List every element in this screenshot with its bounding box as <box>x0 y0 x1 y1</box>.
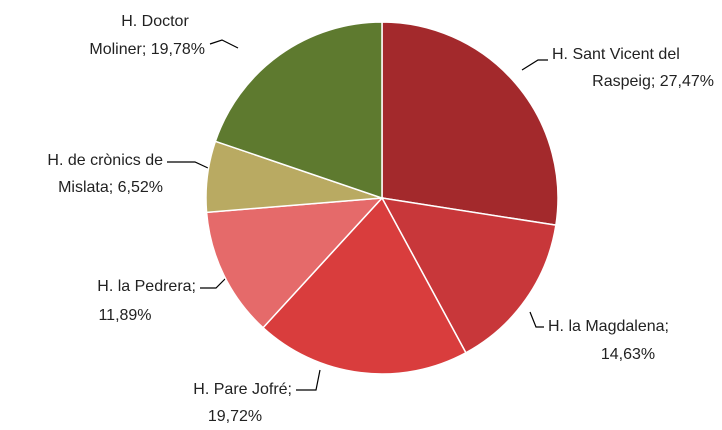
data-label: 11,89% <box>98 307 151 324</box>
leader-line <box>296 369 321 391</box>
pie-slice <box>381 21 559 227</box>
data-label: Moliner; 19,78% <box>89 41 205 58</box>
pie-slice <box>205 197 384 329</box>
data-label: 14,63% <box>601 346 655 363</box>
data-label: H. la Magdalena; <box>548 318 669 335</box>
data-label: Raspeig; 27,47% <box>592 73 714 90</box>
pie-slice <box>380 197 557 354</box>
leader-line <box>521 59 548 71</box>
leader-line <box>167 161 209 169</box>
pie-slice <box>214 21 383 200</box>
leader-line <box>529 311 544 328</box>
data-label: Mislata; 6,52% <box>58 179 163 196</box>
data-label: H. Doctor <box>121 13 189 30</box>
leader-lines <box>167 39 548 391</box>
data-label: H. de crònics de <box>47 152 163 169</box>
data-label: H. Sant Vicent del <box>552 46 680 63</box>
leader-line <box>200 277 227 289</box>
pie-slice <box>261 196 467 375</box>
data-label: H. la Pedrera; <box>97 278 196 295</box>
leader-line <box>209 39 239 49</box>
data-label: 19,72% <box>208 408 262 425</box>
data-label: H. Pare Jofré; <box>193 381 292 398</box>
